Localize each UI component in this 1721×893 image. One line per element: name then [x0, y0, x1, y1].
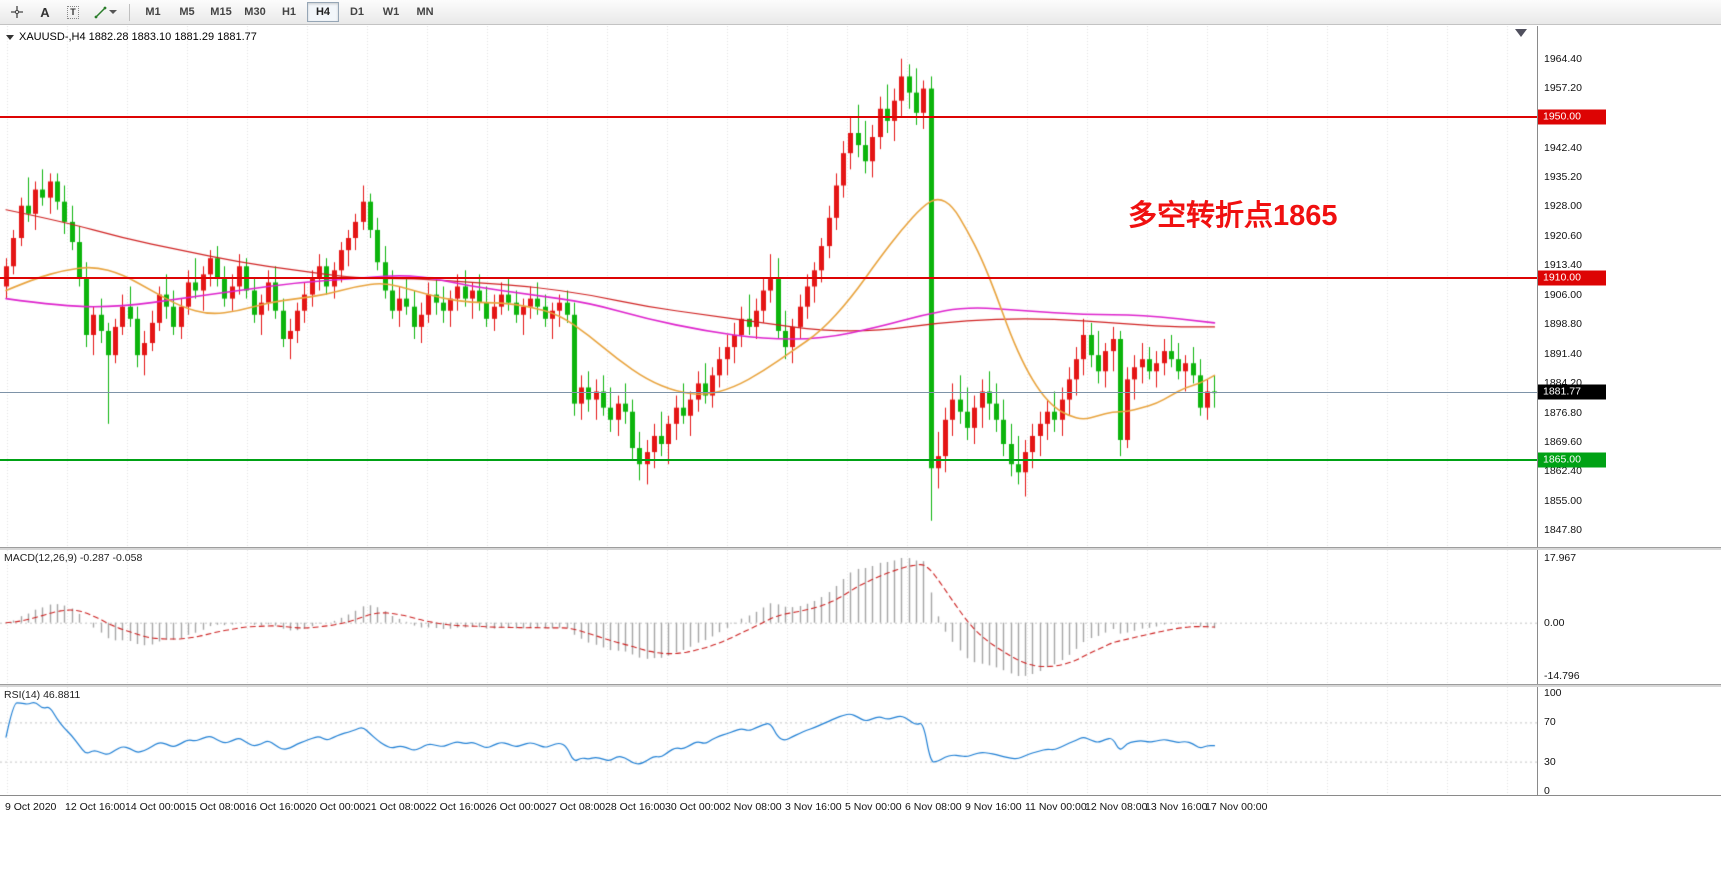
price-tick: 1964.40: [1544, 52, 1582, 65]
price-tag-1910.00: 1910.00: [1538, 270, 1606, 286]
text-t-icon: T: [67, 5, 79, 19]
time-label: 15 Oct 08:00: [185, 801, 246, 813]
time-label: 16 Oct 16:00: [245, 801, 306, 813]
level-line-1950.00[interactable]: [0, 115, 1537, 118]
price-tick: 1906.00: [1544, 288, 1582, 301]
rsi-tick: 100: [1544, 687, 1562, 699]
timeframe-button-h1[interactable]: H1: [281, 6, 297, 18]
timeframe-button-m1[interactable]: M1: [145, 6, 161, 18]
price-tick: 1891.40: [1544, 347, 1582, 360]
time-label: 6 Nov 08:00: [905, 801, 962, 813]
time-label: 11 Nov 00:00: [1025, 801, 1087, 813]
price-tick: 1942.40: [1544, 141, 1582, 154]
time-label: 14 Oct 00:00: [125, 801, 186, 813]
timeframe-button-d1[interactable]: D1: [349, 6, 365, 18]
rsi-tick: 30: [1544, 755, 1556, 768]
rsi-panel: RSI(14) 46.8811: [0, 687, 1537, 795]
symbol-ohlc-text: XAUUSD-,H4 1882.28 1883.10 1881.29 1881.…: [19, 31, 257, 43]
time-label: 30 Oct 00:00: [665, 801, 726, 813]
top-toolbar: A T M1 M5 M15 M30 H1 H4 D1 W1 MN: [0, 0, 1721, 25]
time-label: 27 Oct 08:00: [545, 801, 606, 813]
main-price-panel: XAUUSD-,H4 1882.28 1883.10 1881.29 1881.…: [0, 26, 1537, 547]
price-tick: 1869.60: [1544, 435, 1582, 448]
macd-tick: -14.796: [1544, 669, 1580, 682]
objects-dropdown-button[interactable]: [88, 1, 122, 23]
timeframe-button-m15[interactable]: M15: [210, 6, 232, 18]
rsi-tick: 0: [1544, 785, 1550, 797]
timeframe-group: M1 M5 M15 M30 H1 H4 D1 W1 MN: [136, 2, 442, 22]
crosshair-button[interactable]: [4, 1, 30, 23]
ohlc-readout: XAUUSD-,H4 1882.28 1883.10 1881.29 1881.…: [6, 31, 257, 43]
time-label: 17 Nov 00:00: [1205, 801, 1268, 813]
timeframe-button-m5[interactable]: M5: [179, 6, 195, 18]
price-tick: 1876.80: [1544, 406, 1582, 419]
time-label: 12 Oct 16:00: [65, 801, 126, 813]
crosshair-icon: [11, 6, 23, 18]
price-tick: 1862.40: [1544, 464, 1582, 477]
time-label: 3 Nov 16:00: [785, 801, 842, 813]
price-tick: 1898.80: [1544, 317, 1582, 330]
price-tick: 1847.80: [1544, 523, 1582, 536]
text-label-button[interactable]: A: [32, 1, 58, 23]
timeframe-button-mn[interactable]: MN: [416, 6, 434, 18]
rsi-canvas[interactable]: [0, 687, 1537, 795]
dropdown-caret-icon: [108, 10, 117, 14]
time-label: 20 Oct 00:00: [305, 801, 366, 813]
text-a-icon: A: [40, 4, 50, 20]
time-label: 5 Nov 00:00: [845, 801, 902, 813]
timeframe-button-h4[interactable]: H4: [307, 2, 339, 22]
price-tick: 1920.60: [1544, 229, 1582, 242]
price-tag-1950.00: 1950.00: [1538, 109, 1606, 125]
chart-shift-marker-icon[interactable]: [1515, 29, 1527, 37]
time-label: 2 Nov 08:00: [725, 801, 782, 813]
time-label: 9 Nov 16:00: [965, 801, 1022, 813]
time-label: 22 Oct 16:00: [425, 801, 486, 813]
time-label: 21 Oct 08:00: [365, 801, 426, 813]
price-tick: 1928.00: [1544, 199, 1582, 212]
time-label: 28 Oct 16:00: [605, 801, 666, 813]
rsi-label: RSI(14) 46.8811: [4, 689, 81, 701]
collapse-triangle-icon[interactable]: [6, 34, 14, 40]
price-tag-1865.00: 1865.00: [1538, 452, 1606, 468]
chart-window: XAUUSD-,H4 1882.28 1883.10 1881.29 1881.…: [0, 26, 1721, 893]
panel-separator-macd[interactable]: [0, 547, 1721, 550]
time-label: 26 Oct 00:00: [485, 801, 546, 813]
macd-label: MACD(12,26,9) -0.287 -0.058: [4, 552, 143, 564]
chart-annotation-text[interactable]: 多空转折点1865: [1128, 200, 1338, 232]
macd-tick: 0.00: [1544, 616, 1565, 629]
price-chart-canvas[interactable]: [0, 26, 1537, 547]
price-tick: 1855.00: [1544, 494, 1582, 507]
macd-panel: MACD(12,26,9) -0.287 -0.058: [0, 550, 1537, 684]
text-frame-button[interactable]: T: [60, 1, 86, 23]
time-label: 9 Oct 2020: [5, 801, 57, 813]
time-label: 13 Nov 16:00: [1145, 801, 1208, 813]
toolbar-separator: [129, 3, 130, 21]
trendline-icon: [94, 6, 106, 18]
price-axis[interactable]: 1964.40 1957.20 1942.40 1935.20 1928.00 1920.…: [1537, 26, 1721, 797]
current-price-tag: 1881.77: [1538, 384, 1606, 400]
rsi-tick: 70: [1544, 716, 1556, 729]
price-tick: 1913.40: [1544, 258, 1582, 271]
price-tick: 1935.20: [1544, 170, 1582, 183]
timeframe-button-w1[interactable]: W1: [382, 6, 400, 18]
macd-canvas[interactable]: [0, 550, 1537, 684]
level-line-1910.00[interactable]: [0, 277, 1537, 280]
current-price-line: [0, 392, 1537, 394]
time-axis[interactable]: 9 Oct 2020 12 Oct 16:00 14 Oct 00:00 15 Oct…: [0, 795, 1721, 821]
level-line-1865.00[interactable]: [0, 459, 1537, 462]
price-tick: 1957.20: [1544, 81, 1582, 94]
timeframe-button-m30[interactable]: M30: [244, 6, 266, 18]
panel-separator-rsi[interactable]: [0, 684, 1721, 687]
macd-tick: 17.967: [1544, 551, 1577, 564]
time-label: 12 Nov 08:00: [1085, 801, 1148, 813]
